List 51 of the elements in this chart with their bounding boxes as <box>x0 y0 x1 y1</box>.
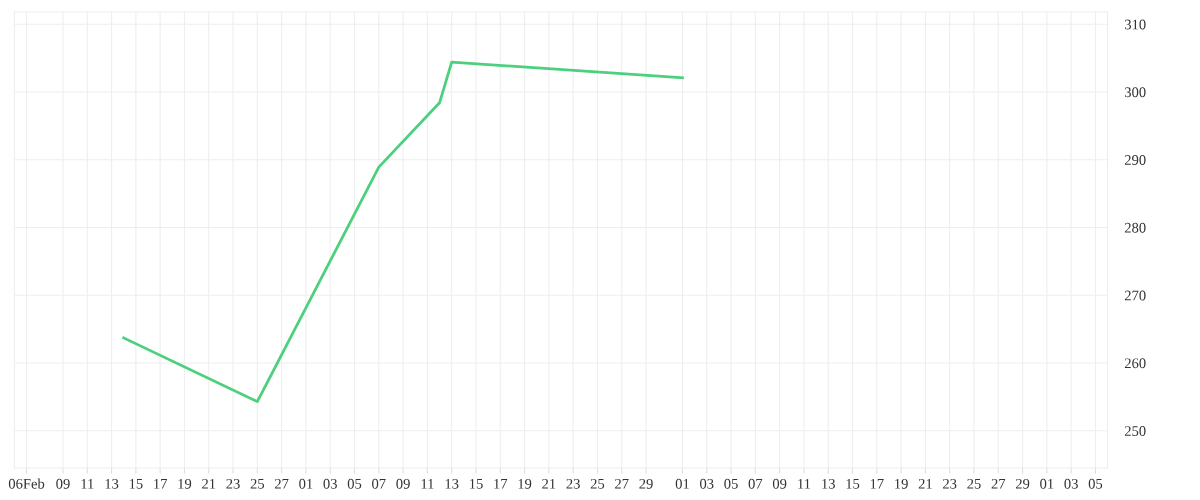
x-tick-label: 05 <box>347 478 362 489</box>
x-tick-label: 13 <box>445 478 459 489</box>
x-tick-label: 15 <box>129 478 143 489</box>
x-tick-label: 15 <box>846 478 860 489</box>
y-tick-label: 270 <box>1124 290 1146 301</box>
x-tick-label: 17 <box>154 478 168 489</box>
x-tick-label: 05 <box>1088 478 1103 489</box>
x-tick-label: 25 <box>250 478 265 489</box>
x-tick-label: 09 <box>396 478 410 489</box>
x-tick-label: 11 <box>798 478 811 489</box>
x-tick-label: 17 <box>870 478 884 489</box>
x-tick-label: 21 <box>918 478 932 489</box>
y-tick-label: 280 <box>1124 222 1146 233</box>
x-tick-label: 07 <box>748 478 763 489</box>
x-tick-label: 19 <box>518 478 532 489</box>
x-tick-label: 25 <box>590 478 605 489</box>
x-tick-label: 13 <box>105 478 119 489</box>
x-tick-label: 25 <box>967 478 981 489</box>
x-tick-label: 01 <box>1040 478 1054 489</box>
x-tick-label: 07 <box>372 478 386 489</box>
x-tick-label: 11 <box>421 478 434 489</box>
x-tick-label: 19 <box>178 478 192 489</box>
x-tick-label: 11 <box>81 478 94 489</box>
x-tick-label: 03 <box>1064 478 1078 489</box>
x-tick-label: 15 <box>469 478 483 489</box>
x-tick-label: 23 <box>566 478 580 489</box>
y-tick-label: 300 <box>1124 87 1146 98</box>
y-tick-label: 310 <box>1124 19 1146 30</box>
x-tick-label: 29 <box>1015 478 1030 489</box>
x-tick-label: 09 <box>772 478 787 489</box>
x-tick-label: 23 <box>943 478 957 489</box>
x-tick-label: 21 <box>542 478 556 489</box>
x-tick-label: 27 <box>274 478 289 489</box>
x-tick-label: 01 <box>675 478 689 489</box>
y-tick-label: 250 <box>1124 426 1146 436</box>
y-tick-label: 290 <box>1124 155 1146 165</box>
x-tick-label: 03 <box>323 478 337 489</box>
x-tick-label: 27 <box>615 478 629 489</box>
x-tick-label: 09 <box>56 478 70 489</box>
x-tick-label: 29 <box>639 478 653 489</box>
x-tick-label: 01 <box>299 478 313 489</box>
x-tick-label: 05 <box>724 478 738 489</box>
y-tick-label: 260 <box>1124 358 1146 369</box>
x-tick-label: 21 <box>202 478 216 489</box>
x-tick-label: 19 <box>895 478 908 489</box>
x-tick-label: 27 <box>991 478 1006 489</box>
x-tick-label: 17 <box>494 478 508 489</box>
x-tick-label: 06Feb <box>8 478 45 489</box>
x-tick-label: 03 <box>700 478 714 489</box>
x-tick-label: 13 <box>822 478 835 489</box>
x-tick-label: 23 <box>226 478 240 489</box>
